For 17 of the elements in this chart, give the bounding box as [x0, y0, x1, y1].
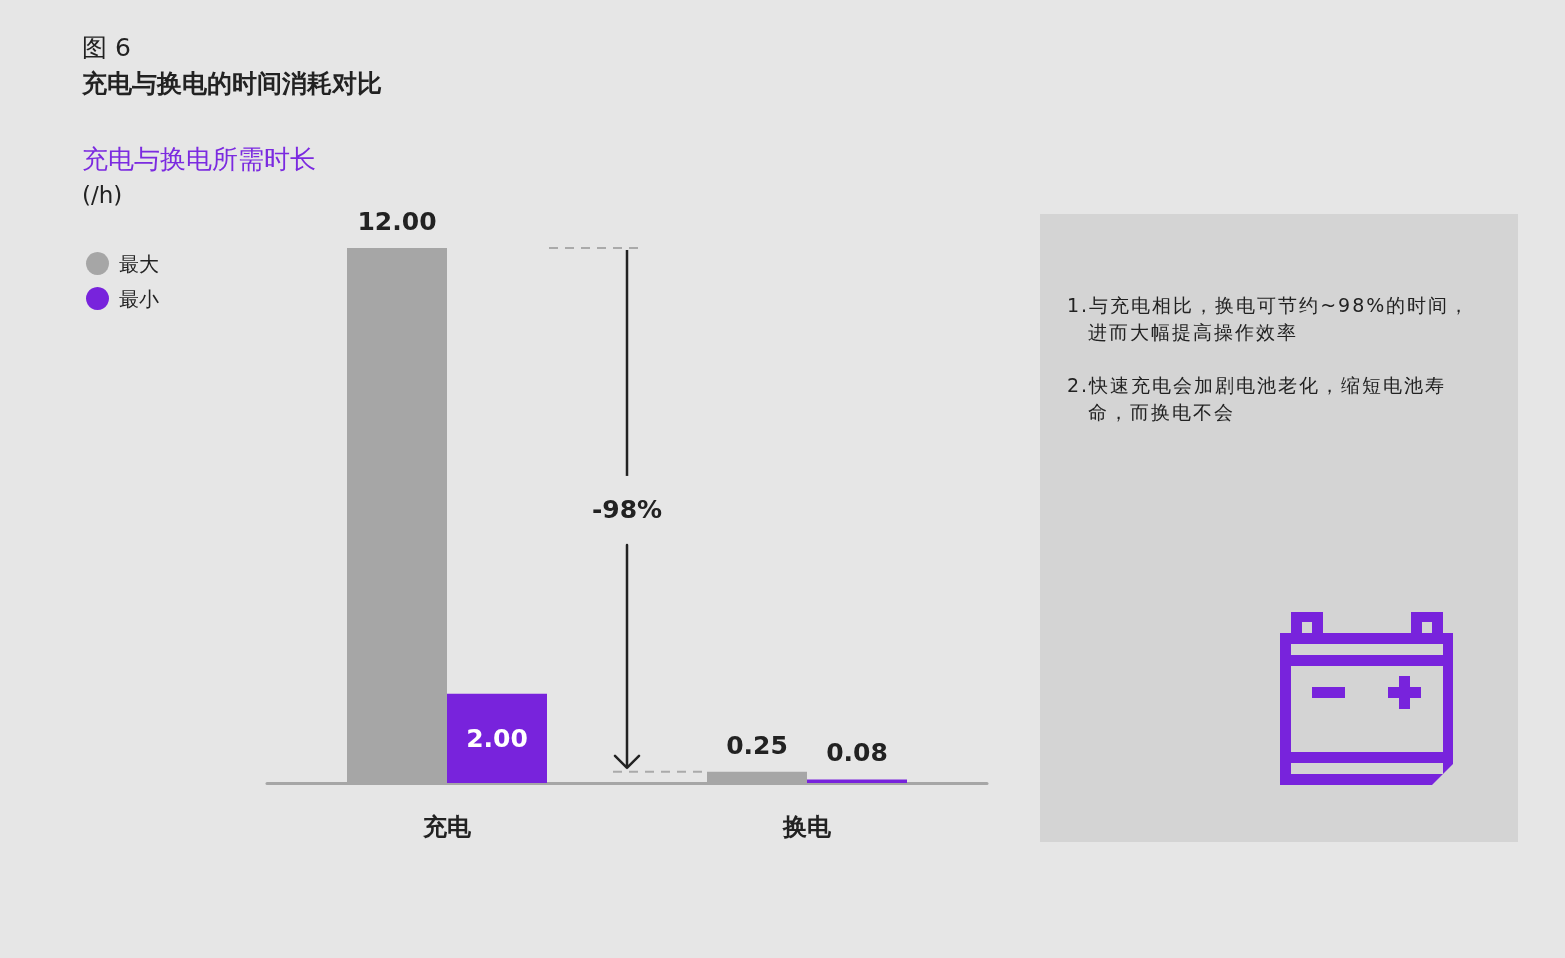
legend-label: 最大 — [119, 251, 159, 276]
annotation: -98% — [590, 493, 664, 526]
text: 1.与充电相比，换电可节约~98%的时间，进而大幅提高操作效率 — [1067, 293, 1472, 345]
text: 2.快速充电会加剧电池老化，缩短电池寿命，而换电不会 — [1067, 373, 1448, 425]
data-label: 0.08 — [826, 738, 888, 768]
x-tick-label: 充电 — [422, 813, 472, 841]
data-label: 12.00 — [357, 207, 437, 236]
text: (/h) — [82, 181, 123, 210]
chart-subtitle: 充电与换电所需时长 — [82, 143, 316, 176]
chart-title: 充电与换电的时间消耗对比 — [82, 68, 382, 100]
data-label: 0.25 — [726, 730, 788, 760]
caption: 图 6 — [82, 32, 131, 64]
bar — [447, 693, 547, 783]
x-tick-label: 换电 — [782, 813, 832, 841]
bar — [807, 779, 907, 783]
data-label: 2.00 — [466, 723, 528, 753]
legend-label: 最小 — [119, 286, 159, 311]
